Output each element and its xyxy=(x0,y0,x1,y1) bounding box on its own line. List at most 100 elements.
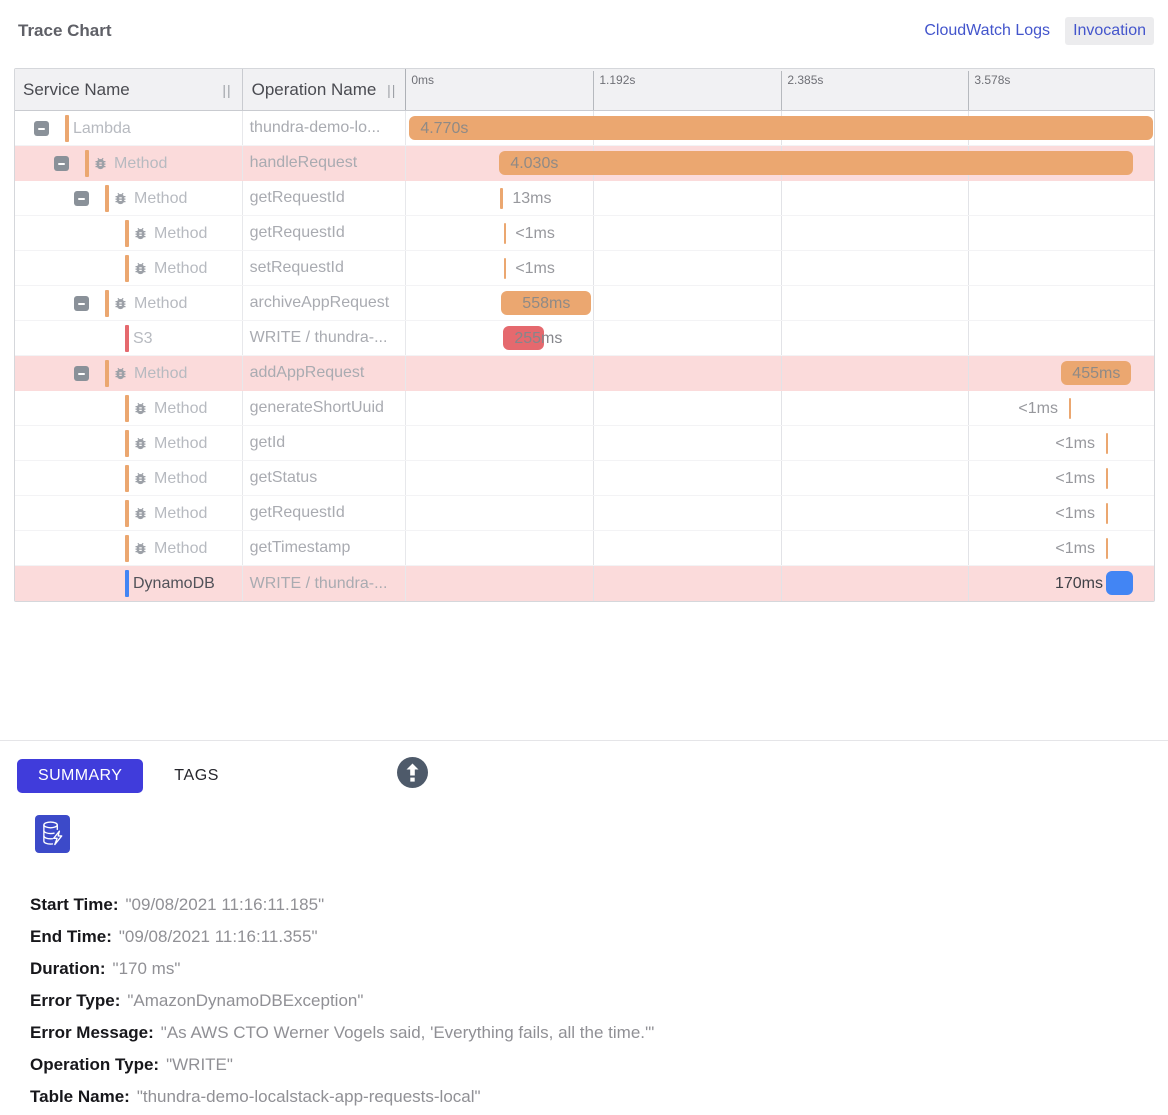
timeline-cell: <1ms xyxy=(405,391,1154,425)
span-color-marker xyxy=(125,255,129,282)
duration-bar[interactable] xyxy=(1106,468,1109,489)
collapse-button[interactable] xyxy=(54,156,69,171)
field-value: "WRITE" xyxy=(166,1055,233,1074)
duration-bar[interactable] xyxy=(1106,433,1109,454)
collapse-button[interactable] xyxy=(34,121,49,136)
cloudwatch-logs-link[interactable]: CloudWatch Logs xyxy=(924,22,1051,39)
bug-icon xyxy=(113,191,128,206)
operation-name: getTimestamp xyxy=(249,539,351,556)
trace-row[interactable]: Lambda thundra-demo-lo... 4.770s xyxy=(15,111,1154,146)
duration-bar[interactable] xyxy=(1106,503,1109,524)
time-tick: 0ms xyxy=(411,73,435,87)
duration-bar[interactable] xyxy=(504,223,507,244)
table-header: Service Name || Operation Name || 0ms 1.1… xyxy=(15,69,1154,111)
operation-cell: archiveAppRequest xyxy=(241,286,406,320)
tab-summary[interactable]: SUMMARY xyxy=(17,759,144,793)
trace-row[interactable]: Method getRequestId <1ms xyxy=(15,496,1154,531)
duration-bar[interactable] xyxy=(1069,398,1072,419)
minus-icon xyxy=(78,197,85,200)
trace-row[interactable]: Method getRequestId <1ms xyxy=(15,216,1154,251)
collapse-button[interactable] xyxy=(74,366,89,381)
duration-bar[interactable] xyxy=(504,258,507,279)
bug-icon xyxy=(133,541,148,556)
trace-row[interactable]: DynamoDB WRITE / thundra-... 170ms xyxy=(15,566,1154,601)
trace-row[interactable]: Method archiveAppRequest 558ms xyxy=(15,286,1154,321)
timeline-cell: <1ms xyxy=(405,496,1154,530)
duration-bar[interactable] xyxy=(499,151,1134,175)
service-cell: Method xyxy=(15,531,242,565)
operation-name: addAppRequest xyxy=(249,364,365,381)
span-color-marker xyxy=(125,395,129,422)
collapse-button[interactable] xyxy=(74,191,89,206)
operation-cell: setRequestId xyxy=(241,251,406,285)
bug-icon xyxy=(133,226,148,241)
timeline-cell: 170ms xyxy=(405,566,1154,601)
minus-icon xyxy=(38,127,45,130)
tab-tags[interactable]: TAGS xyxy=(174,767,220,784)
invocation-link[interactable]: Invocation xyxy=(1065,17,1154,45)
bug-icon xyxy=(133,471,148,486)
service-name: Method xyxy=(154,469,208,487)
span-color-marker xyxy=(125,500,129,527)
minus-icon xyxy=(78,302,85,305)
service-name: Method xyxy=(154,434,208,452)
span-color-marker xyxy=(125,535,129,562)
trace-row[interactable]: Method generateShortUuid <1ms xyxy=(15,391,1154,426)
service-label: Method xyxy=(93,146,167,181)
service-name: DynamoDB xyxy=(133,574,215,592)
trace-row[interactable]: Method getRequestId 13ms xyxy=(15,181,1154,216)
bug-icon xyxy=(133,261,148,276)
field-key: Start Time: xyxy=(30,895,119,914)
duration-bar[interactable] xyxy=(1106,538,1109,559)
minus-icon xyxy=(78,372,85,375)
operation-cell: getRequestId xyxy=(241,181,406,215)
summary-field: Start Time: "09/08/2021 11:16:11.185" xyxy=(30,889,654,921)
duration-bar[interactable] xyxy=(409,116,1154,140)
trace-row[interactable]: Method addAppRequest 455ms xyxy=(15,356,1154,391)
span-color-marker xyxy=(125,465,129,492)
trace-row[interactable]: Method setRequestId <1ms xyxy=(15,251,1154,286)
trace-row[interactable]: S3 WRITE / thundra-... 255ms xyxy=(15,321,1154,356)
summary-panel: Start Time: "09/08/2021 11:16:11.185" End … xyxy=(30,889,654,1113)
trace-row[interactable]: Method getId <1ms xyxy=(15,426,1154,461)
page-header: Trace Chart CloudWatch Logs Invocation xyxy=(18,14,1154,48)
bug-icon xyxy=(133,436,148,451)
service-cell: Method xyxy=(15,251,242,285)
duration-bar[interactable] xyxy=(503,326,545,350)
operation-cell: thundra-demo-lo... xyxy=(241,111,406,145)
duration-bar[interactable] xyxy=(500,188,504,209)
column-resize-handle[interactable]: || xyxy=(222,81,232,98)
trace-row[interactable]: Method getTimestamp <1ms xyxy=(15,531,1154,566)
upload-button[interactable] xyxy=(396,756,429,789)
operation-name: WRITE / thundra-... xyxy=(249,329,388,346)
operation-name: WRITE / thundra-... xyxy=(249,574,388,592)
timeline-cell: <1ms xyxy=(405,426,1154,460)
service-cell: Method xyxy=(15,356,242,390)
trace-row[interactable]: Method getStatus <1ms xyxy=(15,461,1154,496)
duration-label: <1ms xyxy=(1018,400,1058,417)
column-resize-handle[interactable]: || xyxy=(387,81,397,98)
column-header-service: Service Name || xyxy=(15,69,242,110)
duration-bar[interactable] xyxy=(501,291,592,315)
operation-cell: generateShortUuid xyxy=(241,391,406,425)
operation-cell: getRequestId xyxy=(241,496,406,530)
timeline-cell: 455ms xyxy=(405,356,1154,390)
field-key: Operation Type: xyxy=(30,1055,160,1074)
service-label: Lambda xyxy=(73,111,131,146)
operation-name: getRequestId xyxy=(249,504,345,521)
field-value: "AmazonDynamoDBException" xyxy=(127,991,364,1010)
trace-row[interactable]: Method handleRequest 4.030s xyxy=(15,146,1154,181)
duration-bar[interactable] xyxy=(1106,571,1134,595)
collapse-button[interactable] xyxy=(74,296,89,311)
duration-label: 13ms xyxy=(512,190,552,207)
service-label: Method xyxy=(113,181,187,216)
duration-bar[interactable] xyxy=(1061,361,1132,385)
operation-name: getRequestId xyxy=(249,224,345,241)
timeline-cell: 558ms xyxy=(405,286,1154,320)
timeline-cell: <1ms xyxy=(405,251,1154,285)
service-label: Method xyxy=(133,216,207,251)
service-name: Method xyxy=(154,539,208,557)
timeline-cell: 4.770s xyxy=(405,111,1154,145)
service-cell: S3 xyxy=(15,321,242,355)
span-color-marker xyxy=(125,325,129,352)
